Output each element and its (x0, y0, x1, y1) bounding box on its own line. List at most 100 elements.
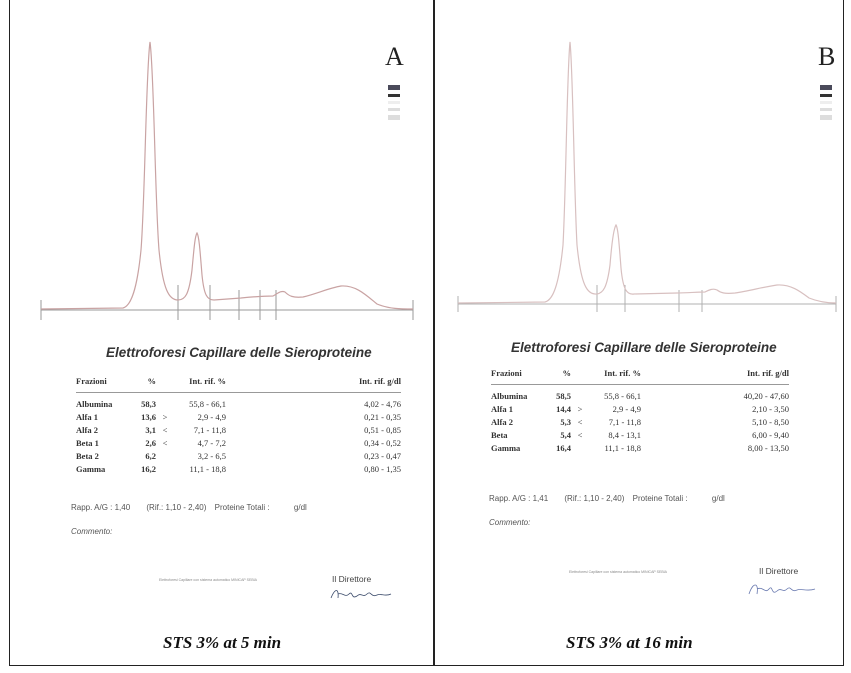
total-protein-unit: g/dl (711, 494, 725, 503)
fraction-ref-pct: 11,1 - 18,8 (189, 463, 226, 474)
fraction-ref-pct: 55,8 - 66,1 (189, 398, 226, 409)
fraction-flag (156, 393, 174, 411)
fraction-name: Beta 1 (76, 437, 99, 448)
fraction-ref-gdl: 40,20 - 47,60 (743, 390, 789, 401)
fraction-ref-gdl: 0,21 - 0,35 (364, 411, 401, 422)
fraction-ref-pct: 2,9 - 4,9 (612, 403, 641, 414)
header-ref-pct: Int. rif. % (174, 376, 226, 393)
fraction-name: Gamma (491, 442, 521, 453)
table-row: Alfa 1 13,6 > 2,9 - 4,9 0,21 - 0,35 (76, 410, 401, 423)
footnote: Elettroforesi Capillare con sistema auto… (569, 570, 667, 574)
header-pct: % (549, 368, 571, 385)
fraction-pct: 2,6 (145, 437, 156, 448)
panel-letter: A (385, 42, 404, 71)
ratio-line: Rapp. A/G : 1,41 (Rif.: 1,10 - 2,40) Pro… (489, 494, 725, 503)
fraction-flag: < (162, 424, 168, 435)
fraction-ref-pct: 7,1 - 11,8 (608, 416, 641, 427)
gel-band-dark (820, 94, 832, 97)
fraction-name: Alfa 1 (491, 403, 513, 414)
gel-band-faint (820, 115, 832, 120)
fraction-ref-pct: 8,4 - 13,1 (608, 429, 641, 440)
fraction-ticks (457, 285, 837, 312)
fraction-pct: 5,3 (560, 416, 571, 427)
report-title: Elettroforesi Capillare delle Sieroprote… (106, 345, 372, 360)
fraction-name: Albumina (491, 390, 528, 401)
fraction-flag (571, 441, 589, 454)
panel-a: A Elettroforesi Capillare delle Sieropro… (11, 0, 432, 665)
ratio-ref: (Rif.: 1,10 - 2,40) (146, 503, 207, 512)
table-row: Beta 5,4 < 8,4 - 13,1 6,00 - 9,40 (491, 428, 789, 441)
table-row: Beta 2 6,2 3,2 - 6,5 0,23 - 0,47 (76, 449, 401, 462)
panel-b: B Elettroforesi Capillare delle Sieropro… (437, 0, 840, 665)
fraction-flag: < (162, 437, 168, 448)
fraction-pct: 16,4 (556, 442, 571, 453)
panel-letter: B (818, 42, 836, 71)
fraction-ref-gdl: 8,00 - 13,50 (747, 442, 789, 453)
gel-bands (388, 85, 400, 124)
director-label: Il Direttore (332, 574, 372, 584)
table-row: Albumina 58,5 55,8 - 66,1 40,20 - 47,60 (491, 385, 789, 403)
gel-band-dark (388, 94, 400, 97)
fraction-name: Alfa 2 (491, 416, 513, 427)
header-fraction: Frazioni (76, 376, 134, 393)
ratio-ref: (Rif.: 1,10 - 2,40) (564, 494, 625, 503)
fraction-ref-gdl: 0,23 - 0,47 (364, 450, 401, 461)
fraction-pct: 16,2 (141, 463, 156, 474)
header-ref-gdl: Int. rif. g/dl (226, 376, 401, 393)
comment-label: Commento: (489, 518, 531, 527)
fraction-flag: < (577, 416, 583, 427)
panel-caption: STS 3% at 16 min (566, 633, 693, 652)
comment-label: Commento: (71, 527, 113, 536)
results-table: Frazioni % Int. rif. % Int. rif. g/dl Al… (491, 368, 789, 454)
fraction-ref-pct: 3,2 - 6,5 (197, 450, 226, 461)
fraction-ref-pct: 55,8 - 66,1 (604, 390, 641, 401)
fraction-pct: 5,4 (560, 429, 571, 440)
fraction-name: Beta 2 (76, 450, 99, 461)
fraction-name: Beta (491, 429, 508, 440)
header-ref-pct: Int. rif. % (589, 368, 641, 385)
signature (330, 590, 392, 599)
results-table: Frazioni % Int. rif. % Int. rif. g/dl Al… (76, 376, 401, 475)
table-row: Alfa 1 14,4 > 2,9 - 4,9 2,10 - 3,50 (491, 402, 789, 415)
fraction-ref-gdl: 6,00 - 9,40 (752, 429, 789, 440)
table-header-row: Frazioni % Int. rif. % Int. rif. g/dl (76, 376, 401, 393)
fraction-pct: 13,6 (141, 411, 156, 422)
fraction-ticks (40, 285, 414, 320)
fraction-pct: 14,4 (556, 403, 571, 414)
table-row: Alfa 2 5,3 < 7,1 - 11,8 5,10 - 8,50 (491, 415, 789, 428)
electropherogram-trace (457, 41, 837, 312)
director-label: Il Direttore (759, 566, 799, 576)
table-row: Beta 1 2,6 < 4,7 - 7,2 0,34 - 0,52 (76, 436, 401, 449)
gel-band-faint (820, 108, 832, 111)
fraction-ref-gdl: 0,34 - 0,52 (364, 437, 401, 448)
fraction-ref-gdl: 2,10 - 3,50 (752, 403, 789, 414)
signature (748, 584, 816, 595)
fraction-ref-gdl: 4,02 - 4,76 (364, 398, 401, 409)
fraction-name: Albumina (76, 398, 113, 409)
fraction-pct: 3,1 (145, 424, 156, 435)
electropherogram-trace (40, 41, 414, 320)
gel-bands (820, 85, 832, 124)
total-protein-label: Proteine Totali : (632, 494, 688, 503)
fraction-pct: 58,5 (556, 390, 571, 401)
fraction-flag (571, 385, 589, 403)
fraction-ref-gdl: 0,51 - 0,85 (364, 424, 401, 435)
fraction-name: Alfa 2 (76, 424, 98, 435)
header-ref-gdl: Int. rif. g/dl (641, 368, 789, 385)
table-row: Gamma 16,2 11,1 - 18,8 0,80 - 1,35 (76, 462, 401, 475)
table-header-row: Frazioni % Int. rif. % Int. rif. g/dl (491, 368, 789, 385)
fraction-pct: 6,2 (145, 450, 156, 461)
total-protein-unit: g/dl (293, 503, 307, 512)
fraction-flag: > (162, 411, 168, 422)
footnote: Elettroforesi Capillare con sistema auto… (159, 578, 257, 582)
fraction-ref-gdl: 0,80 - 1,35 (364, 463, 401, 474)
fraction-ref-pct: 4,7 - 7,2 (197, 437, 226, 448)
total-protein-label: Proteine Totali : (214, 503, 270, 512)
gel-band-faint (820, 101, 832, 104)
fraction-flag: < (577, 429, 583, 440)
report-title: Elettroforesi Capillare delle Sieroprote… (511, 340, 777, 355)
fraction-ref-pct: 7,1 - 11,8 (193, 424, 226, 435)
figure-frame (9, 0, 844, 666)
gel-band-faint (388, 101, 400, 104)
table-row: Albumina 58,3 55,8 - 66,1 4,02 - 4,76 (76, 393, 401, 411)
